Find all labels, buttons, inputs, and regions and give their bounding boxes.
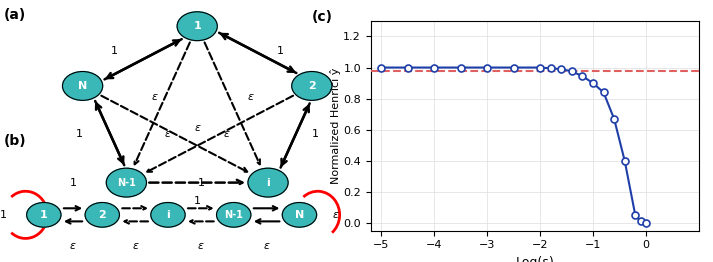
Text: 1: 1 <box>277 46 284 56</box>
Text: 1: 1 <box>70 178 76 188</box>
Text: ε: ε <box>198 241 204 251</box>
Text: ε: ε <box>264 241 270 251</box>
Text: i: i <box>166 210 170 220</box>
Circle shape <box>282 203 317 227</box>
Circle shape <box>63 72 103 100</box>
Text: 1: 1 <box>263 178 270 188</box>
Text: 1: 1 <box>111 46 118 56</box>
Circle shape <box>177 12 217 41</box>
Circle shape <box>248 168 288 197</box>
Circle shape <box>217 203 251 227</box>
Text: 1: 1 <box>198 178 205 188</box>
Circle shape <box>292 72 332 100</box>
Text: N-1: N-1 <box>225 210 243 220</box>
Text: ε: ε <box>132 241 138 251</box>
Y-axis label: Normalized Henrici ŷ: Normalized Henrici ŷ <box>329 68 341 184</box>
Text: i: i <box>266 178 270 188</box>
Text: 1: 1 <box>193 21 201 31</box>
Text: (b): (b) <box>4 134 26 148</box>
Text: ε: ε <box>223 129 230 139</box>
Text: (a): (a) <box>4 8 26 22</box>
Circle shape <box>106 168 146 197</box>
Text: 2: 2 <box>308 81 316 91</box>
Text: ε: ε <box>333 210 339 220</box>
X-axis label: Log(ε): Log(ε) <box>515 256 554 262</box>
Circle shape <box>151 203 185 227</box>
Text: N-1: N-1 <box>117 178 135 188</box>
Text: 1: 1 <box>312 129 319 139</box>
Text: ε: ε <box>165 129 171 139</box>
Text: ε: ε <box>248 91 254 102</box>
Text: 1: 1 <box>132 178 138 188</box>
Text: 1: 1 <box>194 196 200 206</box>
Circle shape <box>26 203 61 227</box>
Text: N: N <box>295 210 304 220</box>
Text: N: N <box>78 81 87 91</box>
Text: 1: 1 <box>76 129 83 139</box>
Text: ε: ε <box>151 91 158 102</box>
Text: ε: ε <box>70 241 76 251</box>
Text: 1: 1 <box>0 210 7 220</box>
Text: (c): (c) <box>312 10 333 24</box>
Text: 1: 1 <box>40 210 48 220</box>
Text: ε: ε <box>194 123 200 133</box>
Text: 2: 2 <box>98 210 106 220</box>
Circle shape <box>85 203 119 227</box>
